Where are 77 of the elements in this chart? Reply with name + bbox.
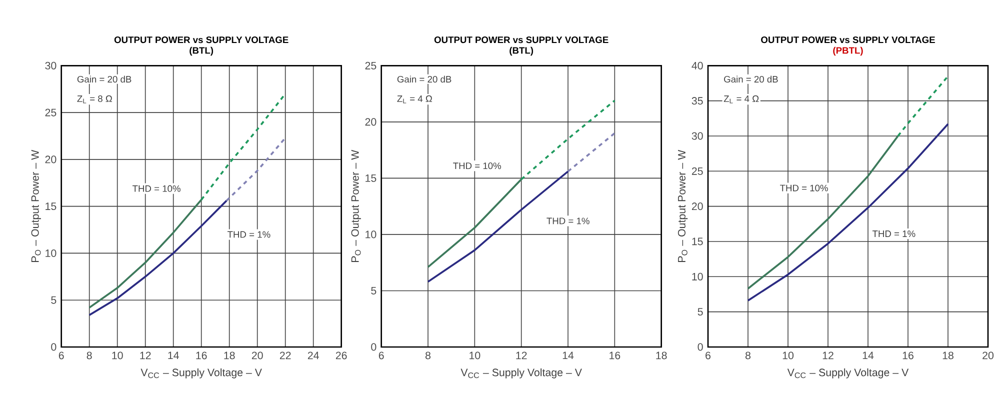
x-tick-label: 14 (168, 352, 179, 360)
y-tick-label: 35 (692, 97, 703, 105)
x-tick-label: 12 (516, 352, 527, 360)
chart-subtitle: (PBTL) (833, 46, 863, 56)
x-axis-title: V$_{CC}$ – Supply Voltage – V (787, 368, 909, 378)
y-tick-label: 25 (365, 62, 376, 70)
y-tick-label: 10 (692, 272, 703, 280)
x-tick-label: 6 (706, 352, 710, 360)
y-tick-label: 5 (371, 286, 376, 294)
line-series (88, 200, 228, 316)
y-tick-label: 30 (692, 132, 703, 140)
y-tick-label: 5 (698, 308, 703, 316)
annotation: THD = 10% (780, 184, 828, 192)
y-tick-label: 10 (46, 249, 56, 257)
y-tick-label: 15 (366, 174, 376, 182)
x-tick-label: 8 (426, 352, 430, 360)
annotation: THD = 1% (227, 231, 270, 238)
x-tick-label: 22 (280, 352, 291, 360)
x-tick-label: 24 (308, 352, 319, 360)
annotation: Z$_{L}$ = 4 Ω (397, 95, 432, 104)
annotation: THD = 10% (132, 185, 180, 192)
y-tick-label: 30 (45, 62, 56, 70)
x-tick-label: 18 (224, 352, 235, 360)
y-tick-label: 40 (692, 62, 703, 70)
line-series (88, 198, 202, 309)
annotation: Gain = 20 dB (397, 76, 452, 83)
y-axis-title: P$_{O}$ – Output Power – W (31, 150, 41, 262)
x-tick-label: 12 (822, 352, 834, 360)
x-tick-label: 16 (610, 352, 620, 360)
x-tick-label: 18 (942, 352, 954, 360)
line-series (747, 135, 899, 290)
y-axis-title: P$_{O}$ – Output Power – W (351, 150, 361, 262)
chart-title: OUTPUT POWER vs SUPPLY VOLTAGE (114, 36, 288, 44)
y-tick-label: 5 (51, 296, 56, 304)
x-tick-label: 8 (745, 352, 750, 360)
chart-subtitle: (BTL) (190, 46, 214, 56)
y-tick-label: 0 (698, 343, 703, 351)
y-tick-label: 15 (46, 202, 56, 210)
x-tick-label: 8 (86, 352, 92, 360)
annotation: Z$_{L}$ = 8 Ω (77, 95, 112, 104)
x-tick-label: 26 (336, 352, 347, 360)
annotation: Gain = 20 dB (77, 76, 132, 83)
x-axis-title: V$_{CC}$ – Supply Voltage – V (460, 368, 582, 378)
annotation: THD = 1% (872, 230, 916, 238)
x-tick-label: 16 (196, 352, 207, 360)
y-tick-label: 20 (692, 202, 703, 210)
chart-title: OUTPUT POWER vs SUPPLY VOLTAGE (434, 36, 608, 44)
x-tick-label: 10 (470, 352, 480, 360)
x-tick-label: 12 (140, 352, 151, 360)
x-axis-title: V$_{CC}$ – Supply Voltage – V (140, 368, 262, 378)
line-series (747, 123, 949, 302)
x-tick-label: 10 (782, 352, 794, 360)
y-tick-label: 25 (692, 167, 703, 175)
x-tick-label: 18 (656, 352, 667, 360)
chart-title: OUTPUT POWER vs SUPPLY VOLTAGE (761, 36, 935, 44)
x-tick-label: 6 (378, 352, 384, 360)
y-tick-label: 0 (371, 343, 376, 351)
annotation: Gain = 20 dB (724, 76, 778, 83)
annotation: THD = 10% (453, 162, 502, 170)
x-tick-label: 16 (902, 352, 914, 360)
annotation: THD = 1% (546, 218, 590, 224)
line-series (427, 170, 569, 283)
x-tick-label: 10 (112, 352, 123, 360)
y-tick-label: 20 (45, 156, 56, 164)
x-tick-label: 6 (58, 352, 64, 360)
y-tick-label: 20 (365, 118, 376, 126)
x-tick-label: 14 (862, 352, 874, 360)
x-tick-label: 14 (562, 352, 574, 360)
x-tick-label: 20 (252, 352, 263, 360)
chart-subtitle: (BTL) (510, 46, 534, 56)
y-tick-label: 15 (692, 238, 703, 246)
x-tick-label: 20 (982, 352, 994, 360)
annotation: Z$_{L}$ = 4 Ω (724, 95, 759, 104)
y-axis-title: P$_{O}$ – Output Power – W (678, 150, 688, 262)
y-tick-label: 0 (51, 343, 56, 351)
y-tick-label: 25 (45, 108, 56, 116)
y-tick-label: 10 (366, 230, 376, 238)
